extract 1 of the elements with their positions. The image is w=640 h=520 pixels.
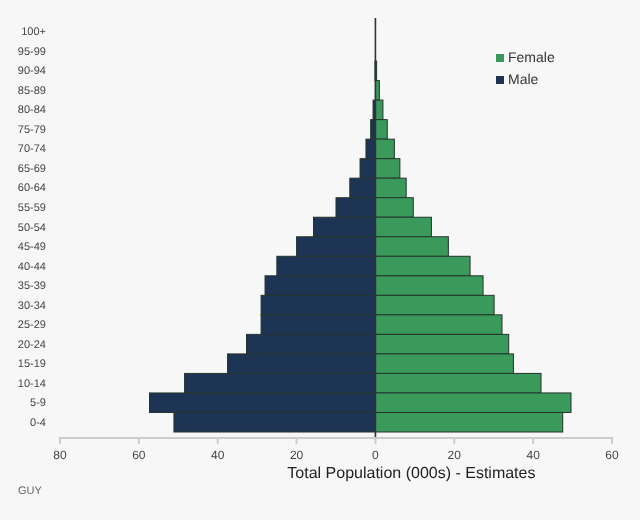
x-axis-title: Total Population (000s) - Estimates [287, 464, 536, 482]
